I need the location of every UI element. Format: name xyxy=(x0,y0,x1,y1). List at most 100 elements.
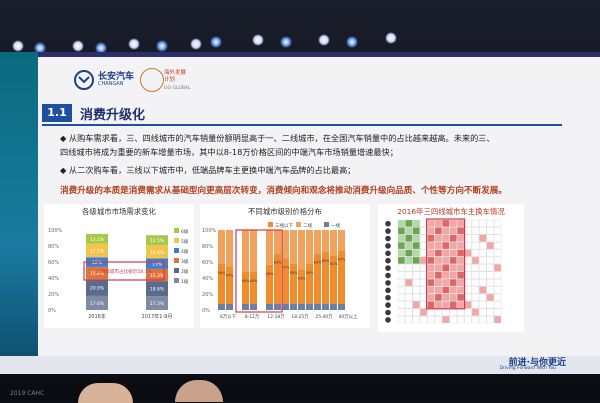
section-number: 1.1 xyxy=(42,104,72,122)
heatmap-cell xyxy=(434,271,442,279)
data-label: 50% xyxy=(306,271,315,275)
y-tick-label: 40% xyxy=(202,276,213,282)
heatmap-cell xyxy=(405,242,413,250)
heatmap-cell xyxy=(427,249,435,257)
heatmap-cell xyxy=(449,316,457,324)
bar-top-segment xyxy=(250,230,257,272)
ceiling-light xyxy=(318,34,330,46)
heatmap-cell xyxy=(442,219,450,227)
heatmap-cell xyxy=(420,219,428,227)
audience-hand xyxy=(175,380,223,402)
heatmap-cell xyxy=(412,286,420,294)
legend-label: 一线 xyxy=(331,222,340,229)
y-tick-label: 20% xyxy=(48,292,59,298)
data-label: 47% xyxy=(226,273,235,277)
brand-name: 长安汽车 xyxy=(98,72,135,82)
y-tick-label: 80% xyxy=(48,244,59,250)
heatmap-cell xyxy=(434,256,442,264)
heatmap-cell xyxy=(405,227,413,235)
y-tick-label: 80% xyxy=(202,244,213,250)
heatmap-cell xyxy=(442,264,450,272)
heatmap-cell xyxy=(427,316,435,324)
heatmap-cell xyxy=(471,256,479,264)
data-label: 49% xyxy=(266,272,275,276)
heatmap-cell xyxy=(464,286,472,294)
heatmap-cell xyxy=(434,219,442,227)
heatmap-cell xyxy=(464,316,472,324)
heatmap-cell xyxy=(457,316,465,324)
heatmap-cell xyxy=(494,293,502,301)
heatmap-cell xyxy=(457,301,465,309)
ceiling-light xyxy=(156,40,168,52)
heatmap-cell xyxy=(479,256,487,264)
bar-base-segment xyxy=(274,304,281,310)
data-label: 65% xyxy=(322,259,331,263)
brand-logo-icon xyxy=(385,243,391,249)
heatmap-cell xyxy=(479,249,487,257)
bar-base-segment xyxy=(298,304,305,310)
bar-segment xyxy=(314,253,321,304)
heatmap-cell xyxy=(397,286,405,294)
chart2-title: 不同城市级别价格分布 xyxy=(248,207,322,216)
heatmap-cell xyxy=(434,279,442,287)
section-title: 消费升级化 xyxy=(80,108,146,123)
heatmap-cell xyxy=(442,316,450,324)
data-label: 40% xyxy=(250,279,259,283)
heatmap-cell xyxy=(427,279,435,287)
heatmap-cell xyxy=(479,316,487,324)
heatmap-cell xyxy=(494,271,502,279)
heatmap-cell xyxy=(442,256,450,264)
heatmap-cell xyxy=(397,249,405,257)
badge-icon xyxy=(140,68,164,92)
bar-segment xyxy=(322,252,329,304)
heatmap-cell xyxy=(471,293,479,301)
ceiling-light xyxy=(210,36,222,48)
heatmap-cell xyxy=(479,234,487,242)
data-label: 17.6% xyxy=(90,301,105,307)
ceiling-light xyxy=(385,32,397,44)
bar-segment xyxy=(274,253,281,304)
legend-label: 2级 xyxy=(181,268,189,275)
highlight-box xyxy=(235,229,283,313)
heatmap-cell xyxy=(471,316,479,324)
heatmap-cell xyxy=(397,227,405,235)
y-tick-label: 40% xyxy=(48,276,59,282)
heatmap-cell xyxy=(420,249,428,257)
heatmap-cell xyxy=(449,264,457,272)
heatmap-cell xyxy=(479,301,487,309)
x-tick-label: 25-40万 xyxy=(315,314,333,320)
bar-segment xyxy=(146,235,168,246)
heatmap-cell xyxy=(442,293,450,301)
x-tick-label: 8万以下 xyxy=(220,314,237,320)
heatmap-cell xyxy=(420,316,428,324)
ceiling-light xyxy=(280,36,292,48)
heatmap-cell xyxy=(405,316,413,324)
data-label: 15.4% xyxy=(90,271,105,277)
badge-sub: GO GLOBAL xyxy=(164,86,191,91)
chart3-svg xyxy=(385,218,502,324)
heatmap-cell xyxy=(479,227,487,235)
bar-top-segment xyxy=(290,230,297,264)
heatmap-cell xyxy=(420,301,428,309)
bar-base-segment xyxy=(322,304,329,310)
heatmap-cell xyxy=(486,301,494,309)
bar-top-segment xyxy=(242,230,249,272)
heatmap-cell xyxy=(434,301,442,309)
brand-logo-icon xyxy=(385,220,391,227)
bar-segment xyxy=(146,245,168,259)
data-label: 17.1% xyxy=(90,248,105,254)
bar-segment xyxy=(218,264,225,304)
brand-logo-icon xyxy=(385,235,391,242)
legend-label: 二线 xyxy=(303,222,312,229)
heatmap-cell xyxy=(464,227,472,235)
heatmap-cell xyxy=(471,286,479,294)
heatmap-cell xyxy=(486,242,494,250)
bar-top-segment xyxy=(330,230,337,256)
heatmap-cell xyxy=(405,256,413,264)
heatmap-cell xyxy=(405,219,413,227)
heatmap-cell xyxy=(486,256,494,264)
bar-segment xyxy=(226,266,233,304)
bullet-line-1: ◆ 从购车需求看，三、四线城市的汽车销量份额明显高于一、二线城市，在全国汽车销量… xyxy=(60,133,495,143)
heatmap-cell xyxy=(397,279,405,287)
legend-label: 6级 xyxy=(181,228,189,235)
